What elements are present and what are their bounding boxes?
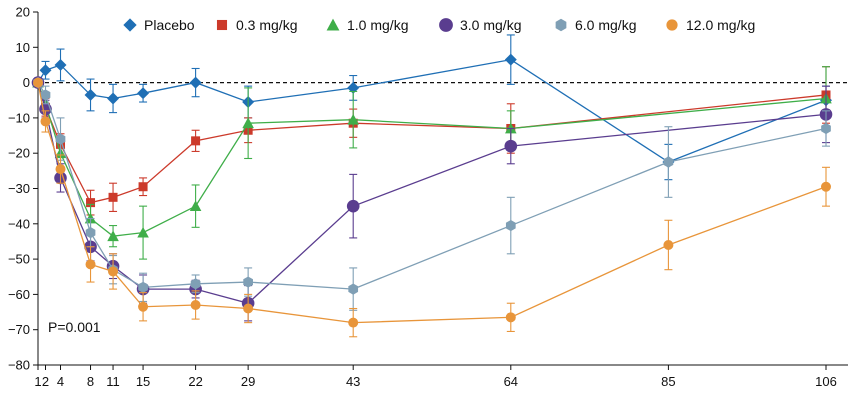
series-line	[37, 82, 827, 290]
data-point	[505, 219, 516, 232]
series-4	[33, 77, 831, 311]
legend-marker	[216, 19, 228, 31]
y-tick-label: −40	[8, 216, 30, 231]
axes: 20 10 0 −10 −20 −30 −40 −50 −60 −70 −80 1 2 4 8 11 15 22 2…	[8, 5, 848, 389]
data-point	[347, 113, 359, 125]
legend-label: 12.0 mg/kg	[686, 17, 755, 33]
y-tick-label: −20	[8, 146, 30, 161]
legend-label: 3.0 mg/kg	[460, 17, 521, 33]
legend-item-4: 6.0 mg/kg	[555, 17, 636, 33]
data-point	[190, 278, 201, 290]
data-point	[243, 303, 254, 314]
legend-marker	[555, 18, 567, 32]
data-point	[242, 117, 254, 129]
y-tick-label: −10	[8, 110, 30, 125]
y-tick-label: −80	[8, 358, 30, 373]
legend-label: 0.3 mg/kg	[236, 17, 297, 33]
legend: Placebo 0.3 mg/kg 1.0 mg/kg 3.0 mg/kg 6.0 mg…	[123, 17, 755, 33]
data-point	[348, 317, 359, 328]
data-point	[137, 226, 149, 238]
series-line	[37, 82, 827, 304]
p-value-annotation: P=0.001	[48, 319, 101, 335]
x-tick-label: 4	[57, 374, 64, 389]
data-point	[348, 283, 359, 295]
data-point	[243, 276, 253, 288]
data-point	[346, 199, 360, 213]
y-tick-label: −60	[8, 287, 30, 302]
data-point	[191, 136, 201, 146]
data-point	[33, 77, 43, 88]
x-tick-label: 1	[34, 374, 41, 389]
data-point	[821, 122, 831, 135]
x-tick-label: 2	[42, 374, 49, 389]
x-tick-label: 29	[241, 374, 255, 389]
series-5	[33, 77, 831, 338]
legend-label: Placebo	[144, 17, 195, 33]
legend-label: 6.0 mg/kg	[575, 17, 636, 33]
legend-item-3: 3.0 mg/kg	[439, 17, 521, 33]
data-point	[107, 92, 120, 105]
data-point	[107, 230, 119, 242]
data-point	[505, 312, 516, 323]
data-point	[40, 116, 51, 127]
y-tick-label: 0	[23, 75, 30, 90]
data-point	[138, 182, 148, 192]
x-tick-label: 64	[504, 374, 518, 389]
x-tick-label: 8	[87, 374, 94, 389]
series-3	[31, 76, 833, 322]
data-point	[504, 139, 518, 153]
data-point	[84, 88, 97, 101]
x-tick-label: 85	[661, 374, 675, 389]
series-line	[37, 58, 827, 163]
data-point	[663, 156, 674, 168]
data-point	[504, 53, 517, 66]
data-point	[40, 89, 51, 101]
y-tick-label: 10	[16, 40, 30, 55]
legend-marker	[666, 19, 678, 31]
x-tick-label: 22	[188, 374, 202, 389]
series-2	[32, 66, 832, 260]
x-tick-label: 43	[346, 374, 360, 389]
legend-marker	[439, 18, 453, 32]
data-point	[190, 299, 201, 310]
data-point	[85, 259, 96, 270]
data-point	[54, 58, 67, 71]
data-point	[108, 192, 118, 202]
legend-marker	[326, 18, 340, 31]
x-tick-label: 11	[106, 374, 120, 389]
data-point	[108, 266, 119, 277]
y-tick-label: 20	[16, 5, 30, 20]
x-tick-label: 106	[815, 374, 837, 389]
data-point	[138, 281, 148, 293]
data-point	[85, 227, 96, 239]
data-point	[189, 200, 202, 212]
data-point	[189, 76, 202, 89]
legend-item-0: Placebo	[123, 17, 195, 33]
legend-marker	[123, 18, 137, 32]
data-point	[347, 81, 360, 94]
legend-item-2: 1.0 mg/kg	[326, 17, 408, 33]
series-1	[33, 66, 831, 216]
data-point	[39, 64, 52, 77]
data-point	[55, 164, 66, 175]
legend-item-1: 0.3 mg/kg	[216, 17, 297, 33]
data-point	[138, 301, 149, 312]
data-point	[821, 181, 831, 192]
series-line	[37, 82, 827, 324]
y-tick-label: −70	[8, 322, 30, 337]
x-tick-label: 15	[136, 374, 150, 389]
data-point	[663, 239, 674, 250]
data-point	[86, 198, 96, 208]
data-point	[137, 87, 150, 100]
data-point	[55, 133, 66, 145]
series-line	[37, 82, 827, 237]
y-tick-label: −50	[8, 252, 30, 267]
legend-label: 1.0 mg/kg	[347, 17, 408, 33]
y-tick-label: −30	[8, 181, 30, 196]
series-line	[37, 82, 827, 204]
series-layer	[31, 34, 833, 338]
legend-item-5: 12.0 mg/kg	[666, 17, 755, 33]
